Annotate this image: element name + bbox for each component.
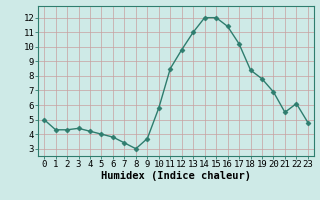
X-axis label: Humidex (Indice chaleur): Humidex (Indice chaleur) [101,171,251,181]
